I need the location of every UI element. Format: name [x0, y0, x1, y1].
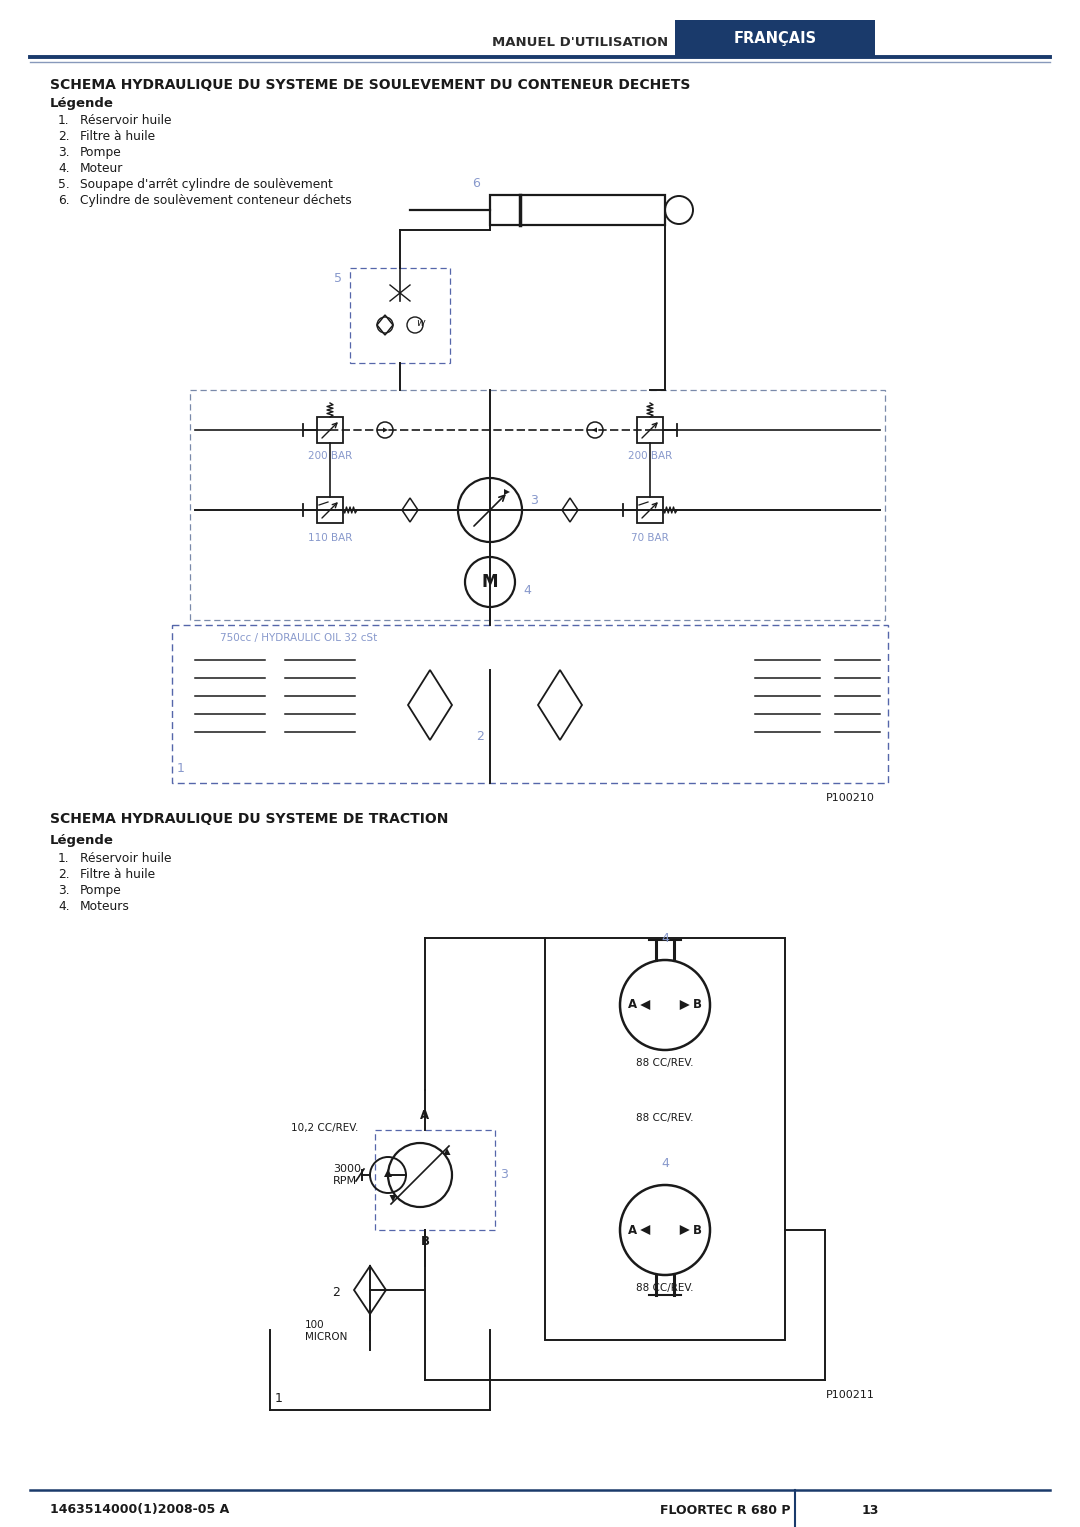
Text: 4: 4 — [523, 583, 531, 597]
Text: Légende: Légende — [50, 834, 113, 847]
Text: Légende: Légende — [50, 98, 113, 110]
Text: 5: 5 — [334, 272, 342, 286]
Text: 2: 2 — [476, 730, 484, 744]
Text: 88 CC/REV.: 88 CC/REV. — [636, 1058, 693, 1067]
Text: Réservoir huile: Réservoir huile — [80, 852, 172, 864]
Text: 4: 4 — [661, 1157, 669, 1170]
Polygon shape — [592, 428, 597, 432]
Text: Moteur: Moteur — [80, 162, 123, 176]
Text: MANUEL D'UTILISATION: MANUEL D'UTILISATION — [491, 35, 669, 49]
Text: Filtre à huile: Filtre à huile — [80, 130, 156, 144]
Text: FLOORTEC R 680 P: FLOORTEC R 680 P — [660, 1504, 791, 1516]
Text: 6.: 6. — [58, 194, 69, 208]
Text: SCHEMA HYDRAULIQUE DU SYSTEME DE TRACTION: SCHEMA HYDRAULIQUE DU SYSTEME DE TRACTIO… — [50, 812, 448, 826]
Text: P100211: P100211 — [826, 1390, 875, 1400]
Text: 5.: 5. — [58, 179, 70, 191]
Polygon shape — [390, 1196, 396, 1202]
Text: Soupape d'arrêt cylindre de soulèvement: Soupape d'arrêt cylindre de soulèvement — [80, 179, 333, 191]
Text: 750cc / HYDRAULIC OIL 32 cSt: 750cc / HYDRAULIC OIL 32 cSt — [220, 634, 377, 643]
Text: A: A — [627, 1223, 637, 1237]
Text: 3.: 3. — [58, 147, 69, 159]
Text: 2.: 2. — [58, 130, 69, 144]
FancyBboxPatch shape — [675, 20, 875, 58]
Text: 200 BAR: 200 BAR — [308, 450, 352, 461]
Text: 13: 13 — [862, 1504, 879, 1516]
Text: B: B — [693, 999, 702, 1011]
Text: P100210: P100210 — [826, 793, 875, 803]
Polygon shape — [679, 1000, 690, 1009]
Text: 70 BAR: 70 BAR — [631, 533, 669, 544]
Text: 2.: 2. — [58, 867, 69, 881]
Polygon shape — [444, 1148, 450, 1154]
Polygon shape — [640, 1000, 650, 1009]
Text: 1.: 1. — [58, 852, 69, 864]
Text: Cylindre de soulèvement conteneur déchets: Cylindre de soulèvement conteneur déchet… — [80, 194, 352, 208]
Text: 88 CC/REV.: 88 CC/REV. — [636, 1283, 693, 1293]
Text: 88 CC/REV.: 88 CC/REV. — [636, 1113, 693, 1122]
Text: M: M — [482, 573, 498, 591]
Polygon shape — [383, 428, 388, 432]
Text: Filtre à huile: Filtre à huile — [80, 867, 156, 881]
Text: B: B — [693, 1223, 702, 1237]
Text: 3: 3 — [530, 493, 538, 507]
Polygon shape — [384, 1170, 392, 1177]
Text: 3000
RPM: 3000 RPM — [333, 1164, 361, 1186]
Text: Moteurs: Moteurs — [80, 899, 130, 913]
Text: 1.: 1. — [58, 115, 69, 127]
Text: 1: 1 — [177, 762, 185, 776]
Text: 3: 3 — [500, 1168, 508, 1182]
Text: 100
MICRON: 100 MICRON — [305, 1319, 348, 1342]
Text: B: B — [420, 1235, 430, 1248]
Text: A: A — [420, 1109, 430, 1122]
Polygon shape — [504, 489, 510, 495]
Polygon shape — [679, 1225, 690, 1235]
Text: 10,2 CC/REV.: 10,2 CC/REV. — [291, 1122, 357, 1133]
Text: 4: 4 — [661, 931, 669, 945]
Text: FRANÇAIS: FRANÇAIS — [733, 32, 816, 46]
Text: 2: 2 — [333, 1286, 340, 1298]
Text: Réservoir huile: Réservoir huile — [80, 115, 172, 127]
Text: A: A — [627, 999, 637, 1011]
Text: 1463514000(1)2008-05 A: 1463514000(1)2008-05 A — [50, 1504, 229, 1516]
Text: 4.: 4. — [58, 162, 69, 176]
Text: Pompe: Pompe — [80, 147, 122, 159]
Text: w: w — [416, 318, 424, 328]
Text: 4.: 4. — [58, 899, 69, 913]
Text: 3.: 3. — [58, 884, 69, 896]
Text: 6: 6 — [472, 177, 480, 189]
Text: Pompe: Pompe — [80, 884, 122, 896]
Polygon shape — [640, 1225, 650, 1235]
Text: 110 BAR: 110 BAR — [308, 533, 352, 544]
Text: 200 BAR: 200 BAR — [627, 450, 672, 461]
Text: SCHEMA HYDRAULIQUE DU SYSTEME DE SOULEVEMENT DU CONTENEUR DECHETS: SCHEMA HYDRAULIQUE DU SYSTEME DE SOULEVE… — [50, 78, 690, 92]
Text: 1: 1 — [275, 1393, 283, 1405]
